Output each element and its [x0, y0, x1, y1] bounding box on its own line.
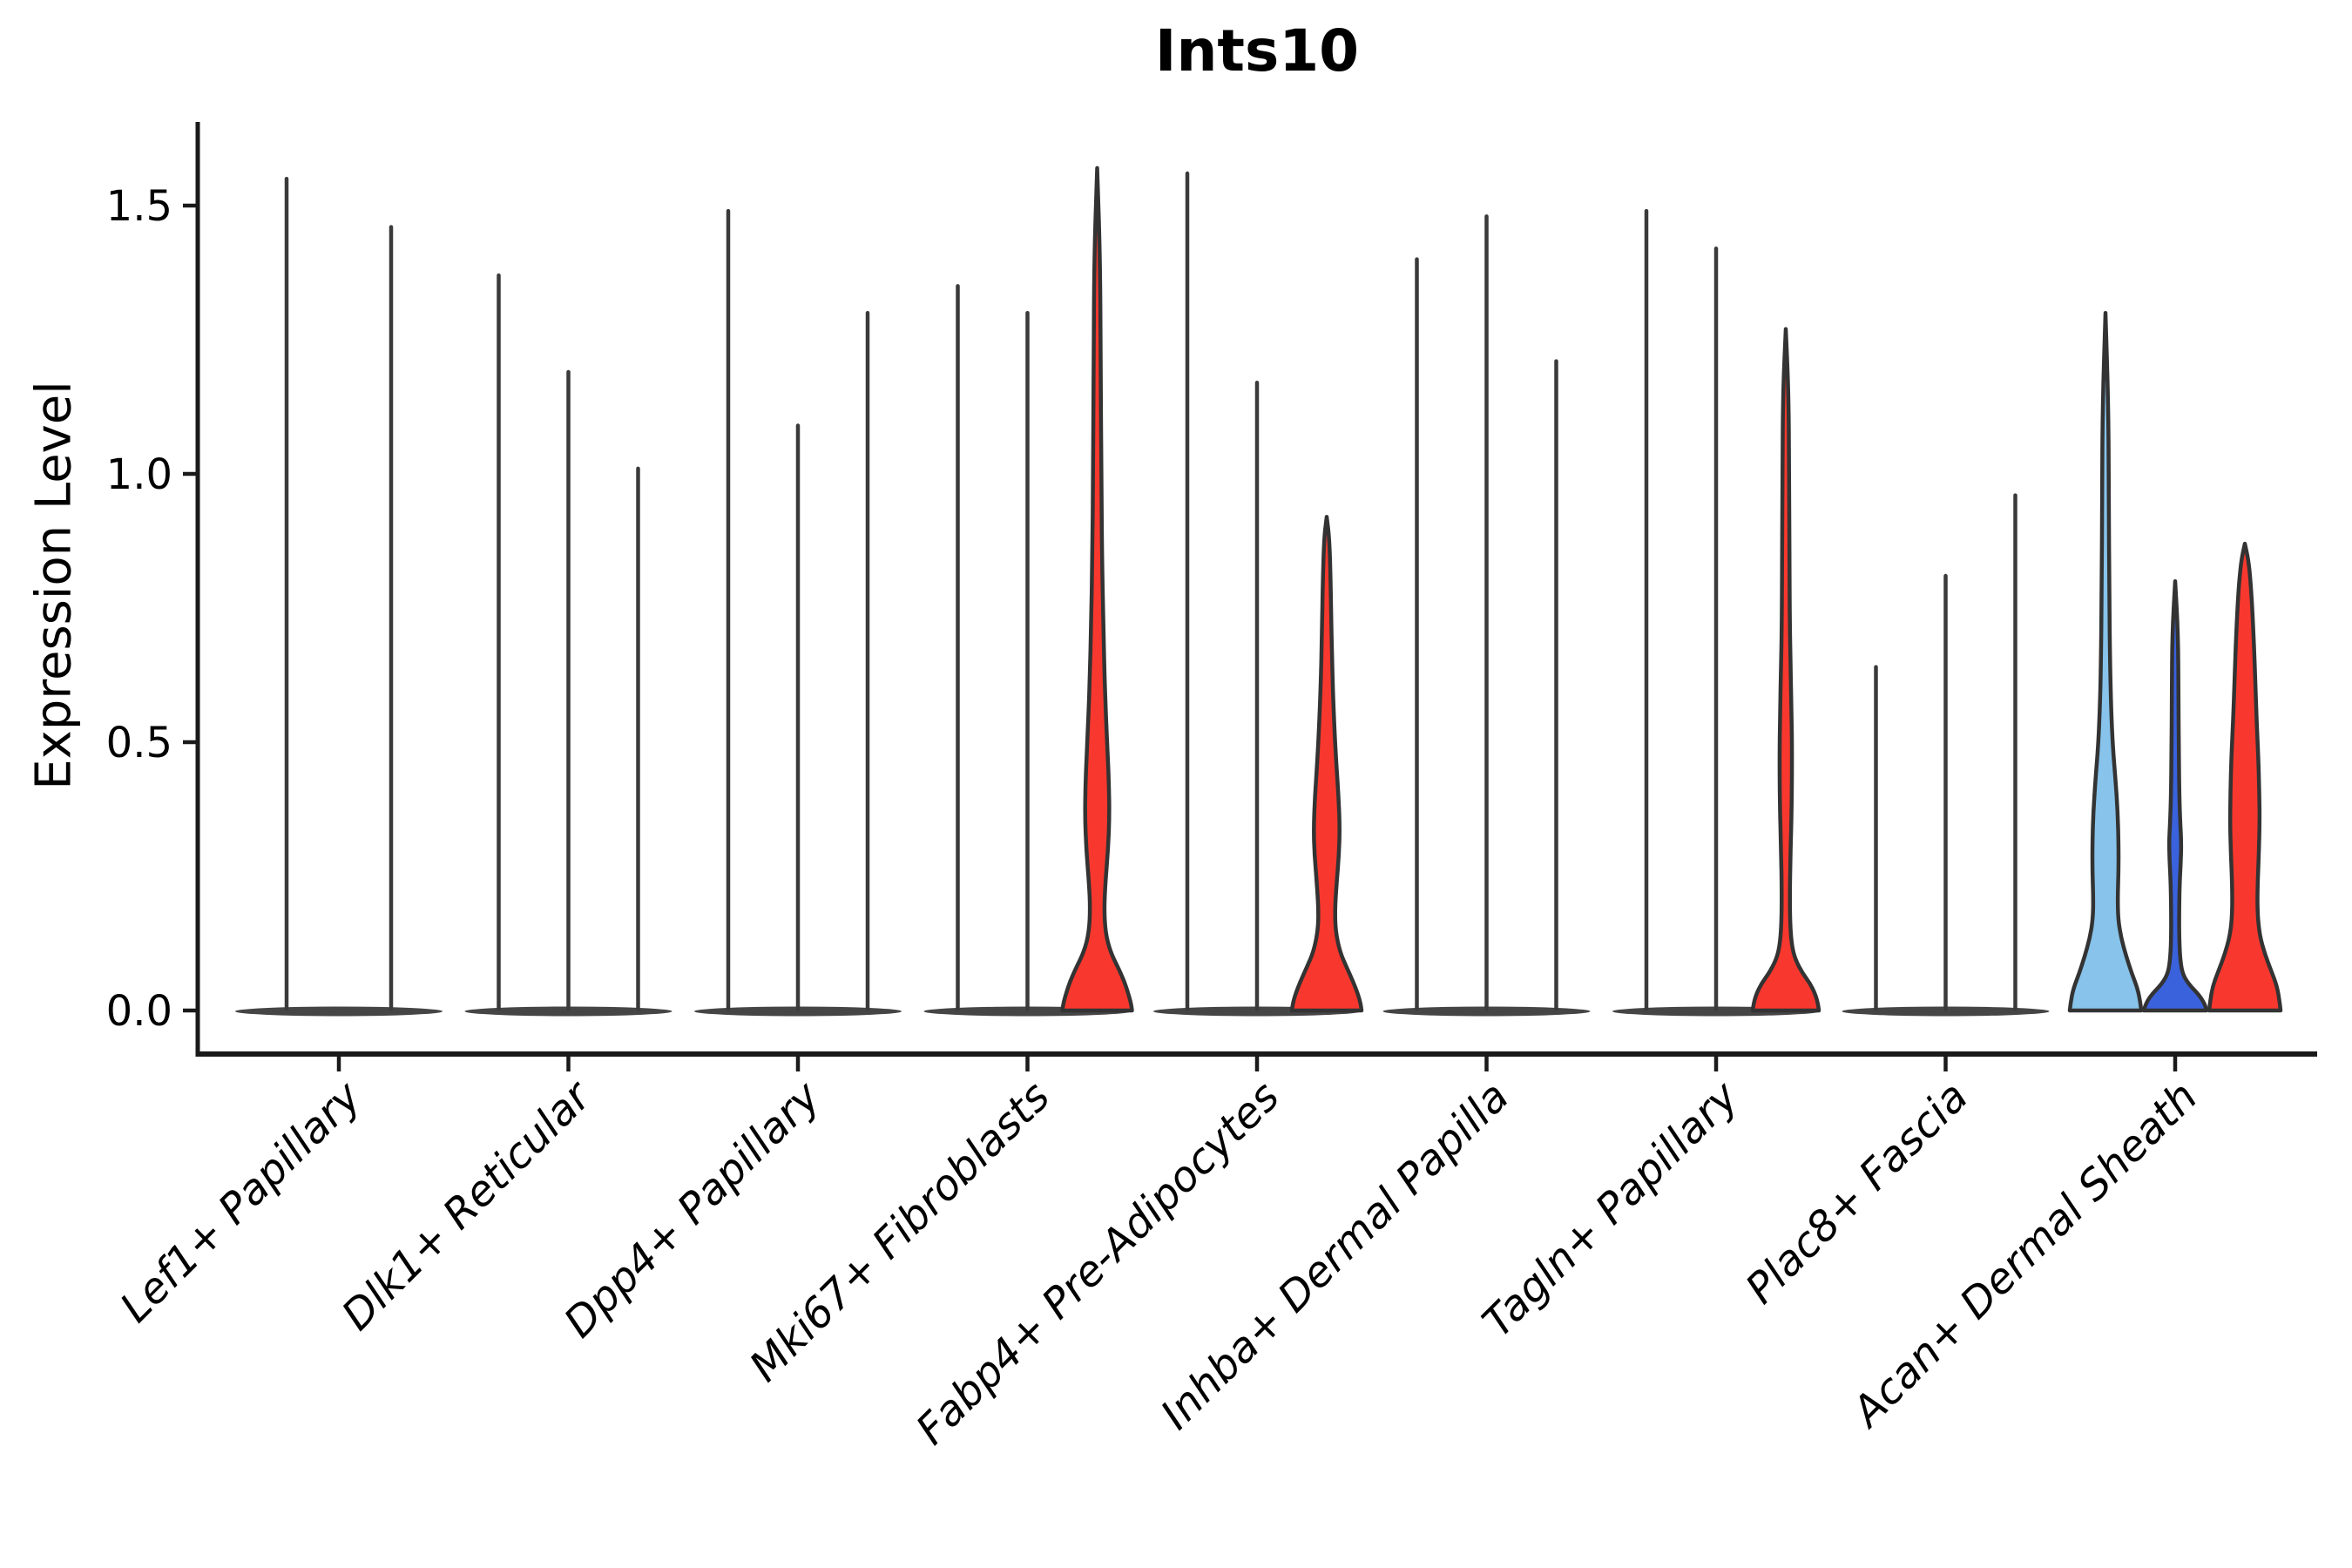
- x-tick-label: Dpp4+ Papillary: [555, 1071, 830, 1347]
- violin-baseline-pancake: [1842, 1006, 2050, 1017]
- violin-baseline-pancake: [235, 1006, 443, 1017]
- y-tick-label: 1.0: [106, 450, 172, 499]
- y-tick-label: 0.5: [106, 719, 172, 767]
- violin-baseline-pancake: [1382, 1006, 1591, 1017]
- violin-body: [1750, 327, 1821, 1013]
- violin-baseline-pancake: [464, 1006, 672, 1017]
- violin-body: [2067, 310, 2144, 1013]
- violin-body: [2141, 578, 2209, 1013]
- x-tick-label: Lef1+ Papillary: [111, 1071, 371, 1332]
- x-tick-label: Fabp4+ Pre-Adipocytes: [907, 1072, 1289, 1455]
- y-tick-label: 1.5: [106, 182, 172, 231]
- chart-title: Ints10: [1154, 17, 1360, 84]
- y-axis-title: Expression Level: [25, 381, 83, 790]
- violin-body: [1060, 166, 1134, 1013]
- violin-body: [1289, 515, 1364, 1013]
- y-tick-label: 0.0: [106, 987, 172, 1036]
- x-tick-label: Dlk1+ Reticular: [333, 1071, 603, 1341]
- violin-body: [2207, 541, 2283, 1013]
- x-tick-label: Tagln+ Papillary: [1473, 1071, 1748, 1347]
- x-tick-label: Plac8+ Fascia: [1736, 1072, 1977, 1314]
- violin-baseline-pancake: [694, 1006, 902, 1017]
